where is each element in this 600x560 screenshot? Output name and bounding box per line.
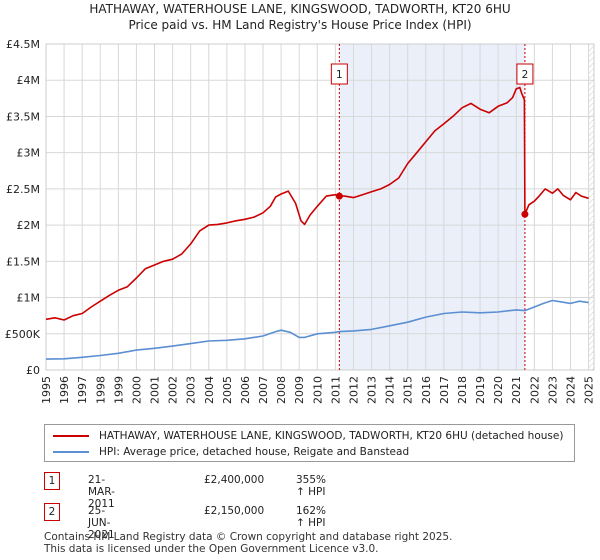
- sale-1-label-box: [330, 63, 348, 85]
- x-tick-label: 2010: [311, 376, 324, 404]
- legend-swatch-blue: [53, 451, 89, 453]
- x-tick-label: 2020: [492, 376, 505, 404]
- sale-marker-2: 2: [44, 503, 60, 521]
- x-tick-label: 2015: [402, 376, 415, 404]
- y-tick-label: £2M: [17, 219, 41, 232]
- legend-label-property: HATHAWAY, WATERHOUSE LANE, KINGSWOOD, TA…: [99, 430, 564, 442]
- sale-2-point: [521, 210, 529, 218]
- y-tick-label: £0: [26, 364, 40, 377]
- sale-2-label: 2: [522, 69, 529, 81]
- sale-marker-1: 1: [44, 472, 60, 490]
- legend-item-hpi: HPI: Average price, detached house, Reig…: [53, 444, 409, 460]
- legend: HATHAWAY, WATERHOUSE LANE, KINGSWOOD, TA…: [44, 424, 575, 462]
- x-tick-label: 2013: [366, 376, 379, 404]
- x-tick-label: 2009: [293, 376, 306, 404]
- y-tick-label: £4M: [17, 74, 41, 87]
- x-tick-label: 2017: [438, 376, 451, 404]
- chart-title: HATHAWAY, WATERHOUSE LANE, KINGSWOOD, TA…: [89, 2, 511, 16]
- x-tick-label: 2011: [329, 376, 342, 404]
- x-tick-label: 2025: [583, 376, 596, 404]
- x-tick-label: 2008: [275, 376, 288, 404]
- x-tick-label: 2023: [546, 376, 559, 404]
- footer: Contains HM Land Registry data © Crown c…: [44, 531, 452, 555]
- chart-area: £0 £500K £1M £1.5M £2M £2.5M £3M £3.5M £4M £4.5M 1…: [5, 38, 596, 404]
- x-tick-label: 1995: [40, 376, 53, 404]
- plot-border: [45, 43, 595, 371]
- x-tick-label: 1996: [58, 376, 71, 404]
- x-tick-label: 1998: [94, 376, 107, 404]
- sale-price-1: £2,400,000: [204, 474, 265, 486]
- x-tick-label: 1997: [76, 376, 89, 404]
- sale-date-1: 21-MAR-2011: [88, 474, 115, 510]
- sale-1-point: [335, 192, 343, 200]
- x-tick-label: 2014: [384, 376, 397, 404]
- x-tick-label: 2006: [239, 376, 252, 404]
- chart-subtitle: Price paid vs. HM Land Registry's House …: [128, 18, 472, 32]
- x-tick-label: 2003: [185, 376, 198, 404]
- forecast-hatch: [588, 44, 594, 370]
- x-tick-label: 2001: [149, 376, 162, 404]
- sale-price-2: £2,150,000: [204, 505, 265, 517]
- x-tick-label: 2007: [257, 376, 270, 404]
- sale-2-label-box: [516, 63, 534, 85]
- y-tick-label: £2.5M: [6, 183, 40, 196]
- x-tick-label: 2002: [167, 376, 180, 404]
- legend-label-hpi: HPI: Average price, detached house, Reig…: [99, 446, 410, 458]
- x-tick-label: 1999: [112, 376, 125, 404]
- x-tick-label: 2016: [420, 376, 433, 404]
- ownership-shade: [339, 44, 525, 370]
- x-tick-label: 2005: [221, 376, 234, 404]
- y-tick-label: £500K: [5, 328, 41, 341]
- x-tick-label: 2022: [528, 376, 541, 404]
- legend-swatch-red: [53, 435, 89, 437]
- footer-line-1: Contains HM Land Registry data © Crown c…: [44, 531, 453, 543]
- footer-line-2: This data is licensed under the Open Gov…: [44, 543, 379, 555]
- y-tick-label: £3M: [17, 147, 41, 160]
- y-tick-label: £1.5M: [6, 255, 40, 268]
- sale-1-label: 1: [336, 69, 343, 81]
- sale-date-2: 25-JUN-2021: [88, 505, 115, 541]
- y-tick-label: £1M: [17, 292, 41, 305]
- x-tick-label: 2024: [564, 376, 577, 404]
- hpi-series-line: [45, 299, 589, 360]
- y-tick-label: £3.5M: [6, 110, 40, 123]
- sale-hpi-1: 355% ↑ HPI: [296, 474, 327, 498]
- sale-hpi-2: 162% ↑ HPI: [296, 505, 327, 529]
- x-tick-label: 2021: [510, 376, 523, 404]
- x-tick-label: 2000: [130, 376, 143, 404]
- y-tick-label: £4.5M: [6, 38, 40, 51]
- x-tick-label: 2004: [203, 376, 216, 404]
- legend-item-property: HATHAWAY, WATERHOUSE LANE, KINGSWOOD, TA…: [53, 428, 563, 444]
- x-tick-label: 2012: [347, 376, 360, 404]
- x-tick-label: 2018: [456, 376, 469, 404]
- x-tick-label: 2019: [474, 376, 487, 404]
